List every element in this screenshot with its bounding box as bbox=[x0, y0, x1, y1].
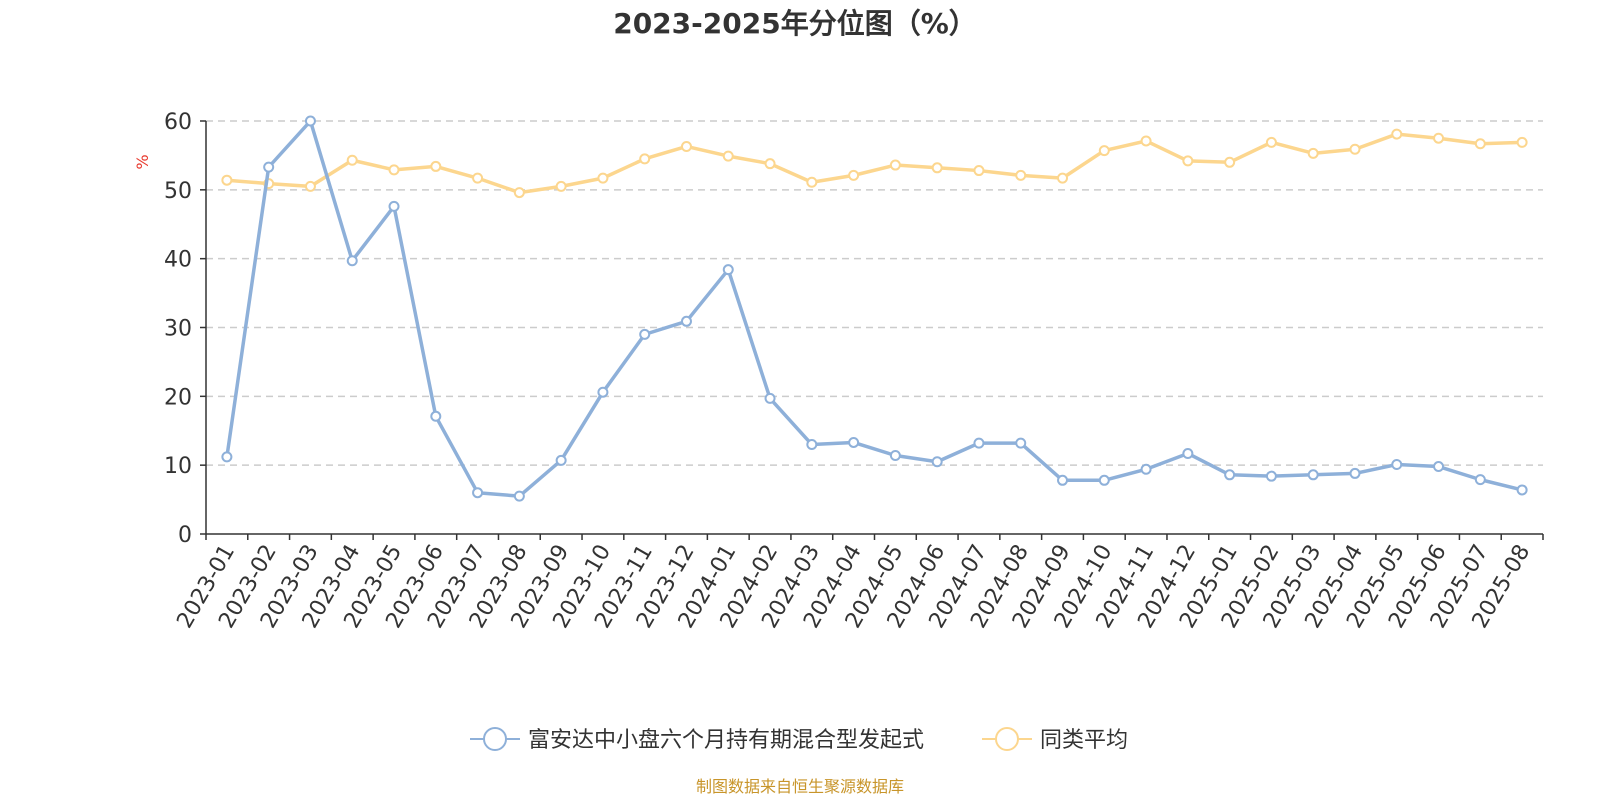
data-point[interactable] bbox=[1307, 147, 1319, 159]
data-point[interactable] bbox=[221, 451, 233, 463]
y-axis-unit: % bbox=[133, 154, 152, 169]
data-point[interactable] bbox=[597, 386, 609, 398]
data-point[interactable] bbox=[388, 200, 400, 212]
data-point[interactable] bbox=[722, 264, 734, 276]
data-point[interactable] bbox=[430, 410, 442, 422]
legend-swatch-marker bbox=[995, 727, 1019, 751]
data-point[interactable] bbox=[263, 161, 275, 173]
data-point[interactable] bbox=[1057, 172, 1069, 184]
legend-item-0[interactable]: 富安达中小盘六个月持有期混合型发起式 bbox=[470, 727, 924, 753]
data-point[interactable] bbox=[973, 437, 985, 449]
data-point[interactable] bbox=[1182, 155, 1194, 167]
data-point[interactable] bbox=[1349, 467, 1361, 479]
data-point[interactable] bbox=[1474, 138, 1486, 150]
source-note: 制图数据来自恒生聚源数据库 bbox=[696, 777, 904, 796]
data-point[interactable] bbox=[555, 454, 567, 466]
data-point[interactable] bbox=[639, 328, 651, 340]
data-point[interactable] bbox=[931, 162, 943, 174]
data-point[interactable] bbox=[889, 450, 901, 462]
data-point[interactable] bbox=[555, 180, 567, 192]
y-tick-label: 0 bbox=[178, 523, 192, 548]
data-point[interactable] bbox=[1433, 132, 1445, 144]
data-point[interactable] bbox=[1433, 461, 1445, 473]
data-point[interactable] bbox=[931, 456, 943, 468]
data-point[interactable] bbox=[1140, 135, 1152, 147]
data-point[interactable] bbox=[1098, 474, 1110, 486]
y-tick-label: 20 bbox=[164, 385, 192, 410]
legend[interactable]: 富安达中小盘六个月持有期混合型发起式 同类平均 bbox=[470, 727, 1128, 753]
data-point[interactable] bbox=[680, 140, 692, 152]
series-line bbox=[225, 132, 1524, 195]
data-point[interactable] bbox=[1098, 145, 1110, 157]
data-point[interactable] bbox=[889, 159, 901, 171]
axes bbox=[205, 121, 1543, 535]
data-point[interactable] bbox=[1516, 484, 1528, 496]
legend-item-1[interactable]: 同类平均 bbox=[982, 727, 1128, 753]
data-point[interactable] bbox=[639, 153, 651, 165]
data-point[interactable] bbox=[513, 187, 525, 199]
y-tick-label: 40 bbox=[164, 248, 192, 273]
data-point[interactable] bbox=[1015, 169, 1027, 181]
data-point[interactable] bbox=[1224, 469, 1236, 481]
data-point[interactable] bbox=[597, 172, 609, 184]
series-layer bbox=[221, 115, 1528, 502]
data-point[interactable] bbox=[848, 169, 860, 181]
data-point[interactable] bbox=[973, 165, 985, 177]
y-tick-label: 60 bbox=[164, 110, 192, 135]
data-point[interactable] bbox=[1265, 470, 1277, 482]
chart-title: 2023-2025年分位图（%） bbox=[613, 7, 977, 40]
y-axis-ticks: 0 10 20 30 40 50 60 bbox=[164, 110, 206, 548]
series-0 bbox=[221, 115, 1528, 502]
data-point[interactable] bbox=[221, 174, 233, 186]
data-point[interactable] bbox=[764, 158, 776, 170]
data-point[interactable] bbox=[1057, 474, 1069, 486]
data-point[interactable] bbox=[472, 172, 484, 184]
legend-swatch-marker bbox=[483, 727, 507, 751]
legend-label: 同类平均 bbox=[1040, 728, 1128, 753]
data-point[interactable] bbox=[1182, 447, 1194, 459]
data-point[interactable] bbox=[1391, 128, 1403, 140]
data-point[interactable] bbox=[806, 176, 818, 188]
x-axis-ticks: 2023-012023-022023-032023-042023-052023-… bbox=[172, 534, 1544, 633]
data-point[interactable] bbox=[1307, 469, 1319, 481]
series-1 bbox=[221, 128, 1528, 199]
data-point[interactable] bbox=[1015, 437, 1027, 449]
data-point[interactable] bbox=[304, 115, 316, 127]
data-point[interactable] bbox=[472, 487, 484, 499]
data-point[interactable] bbox=[1474, 474, 1486, 486]
data-point[interactable] bbox=[1140, 463, 1152, 475]
data-point[interactable] bbox=[680, 315, 692, 327]
data-point[interactable] bbox=[304, 180, 316, 192]
data-point[interactable] bbox=[388, 164, 400, 176]
data-point[interactable] bbox=[430, 160, 442, 172]
data-point[interactable] bbox=[806, 439, 818, 451]
data-point[interactable] bbox=[1224, 156, 1236, 168]
legend-label: 富安达中小盘六个月持有期混合型发起式 bbox=[528, 728, 924, 753]
y-tick-label: 30 bbox=[164, 317, 192, 342]
data-point[interactable] bbox=[764, 392, 776, 404]
series-line bbox=[225, 119, 1524, 498]
grid-lines bbox=[206, 120, 1543, 466]
data-point[interactable] bbox=[513, 490, 525, 502]
data-point[interactable] bbox=[346, 255, 358, 267]
data-point[interactable] bbox=[346, 154, 358, 166]
data-point[interactable] bbox=[1349, 143, 1361, 155]
data-point[interactable] bbox=[1516, 136, 1528, 148]
data-point[interactable] bbox=[1265, 136, 1277, 148]
y-tick-label: 10 bbox=[164, 454, 192, 479]
y-tick-label: 50 bbox=[164, 179, 192, 204]
data-point[interactable] bbox=[848, 436, 860, 448]
data-point[interactable] bbox=[1391, 458, 1403, 470]
data-point[interactable] bbox=[722, 150, 734, 162]
